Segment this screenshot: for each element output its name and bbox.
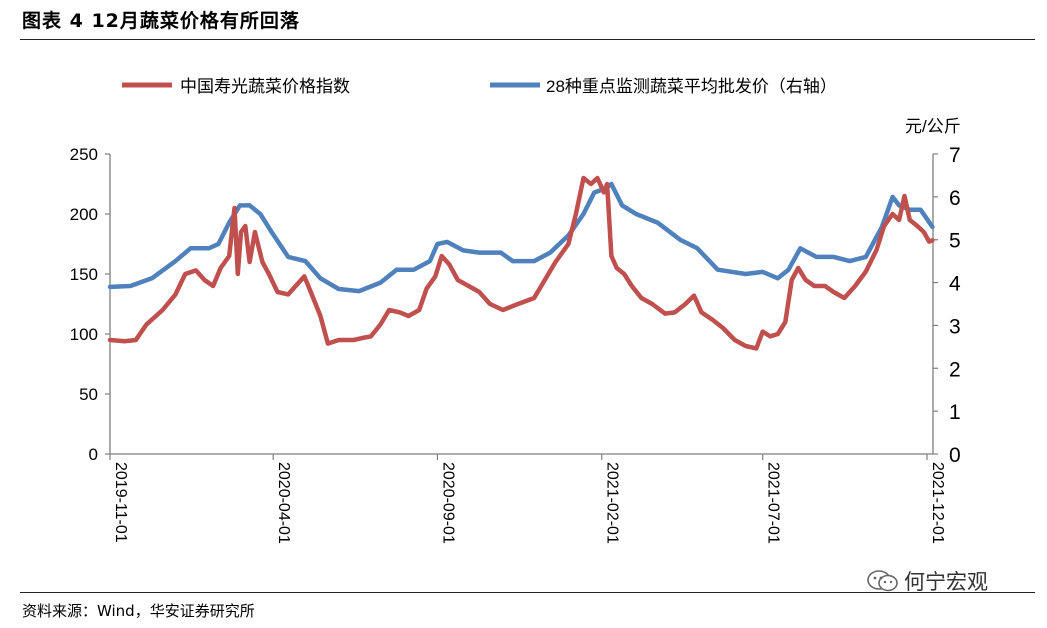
series-layer (107, 175, 935, 351)
chat-bubble-icon (867, 570, 898, 592)
x-tick-label: 2020-04-01 (275, 462, 292, 544)
series-line-index (107, 175, 935, 351)
source-note: 资料来源：Wind，华安证券研究所 (22, 602, 255, 620)
top-rule (20, 39, 1035, 40)
right-tick-label: 0 (949, 444, 961, 467)
right-tick-label: 5 (949, 230, 961, 253)
x-tick-label: 2021-02-01 (604, 462, 621, 544)
left-tick-label: 200 (70, 205, 98, 224)
line-chart: 中国寿光蔬菜价格指数 28种重点监测蔬菜平均批发价（右轴） 元/公斤 05010… (70, 77, 961, 544)
left-tick-label: 150 (70, 265, 98, 284)
legend-label-price: 28种重点监测蔬菜平均批发价（右轴） (546, 77, 837, 96)
bottom-rule (20, 592, 1035, 593)
right-tick-label: 2 (949, 358, 961, 381)
series-line-price (107, 181, 935, 294)
right-axis-unit-label: 元/公斤 (905, 117, 961, 136)
x-tick-label: 2021-07-01 (765, 462, 782, 544)
right-tick-label: 6 (949, 187, 961, 210)
left-tick-label: 100 (70, 325, 98, 344)
x-tick-label: 2021-12-01 (929, 462, 946, 544)
watermark-text: 何宁宏观 (904, 570, 988, 594)
left-tick-label: 250 (70, 145, 98, 164)
right-tick-label: 3 (949, 315, 961, 338)
axes: 0 50 100 150 200 250 0 1 2 3 4 5 6 7 2019-11-01 2020-04… (70, 144, 961, 544)
figure-title: 图表 4 12月蔬菜价格有所回落 (22, 10, 300, 32)
right-tick-label: 4 (949, 273, 961, 296)
right-tick-label: 1 (949, 401, 961, 424)
left-tick-label: 50 (79, 385, 98, 404)
x-tick-label: 2020-09-01 (439, 462, 456, 544)
x-tick-label: 2019-11-01 (112, 462, 129, 543)
left-tick-label: 0 (89, 445, 98, 464)
legend-label-index: 中国寿光蔬菜价格指数 (180, 77, 350, 96)
right-tick-label: 7 (949, 144, 961, 167)
watermark: 何宁宏观 (866, 566, 988, 596)
legend: 中国寿光蔬菜价格指数 28种重点监测蔬菜平均批发价（右轴） (122, 77, 837, 96)
